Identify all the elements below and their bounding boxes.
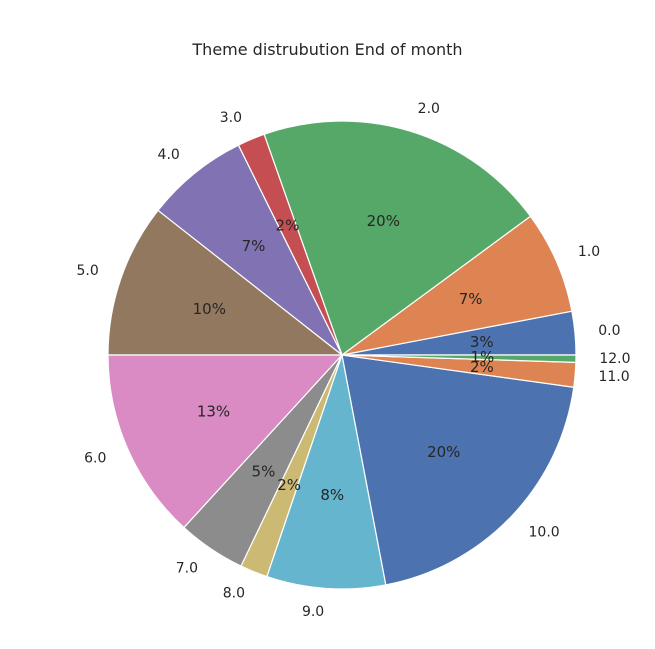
pie-category-label: 4.0: [158, 147, 180, 163]
pie-category-label: 7.0: [176, 560, 198, 576]
pie-slice-12-0: [341, 354, 577, 363]
pie-percent-label: 2%: [277, 476, 301, 494]
pie-slice-1-0: [341, 215, 573, 356]
pie-percent-label: 8%: [320, 486, 344, 504]
pie-percent-label: 3%: [470, 333, 494, 351]
pie-category-labels: 0.0 1.0 2.0 3.0 4.0 5.0 6.0 7.0 8.0 9.0 10.0 11.0 12…: [76, 101, 630, 620]
pie-percent-label: 1%: [470, 348, 494, 366]
pie-slice-10-0: [341, 354, 575, 586]
pie-slice-5-0: [107, 209, 343, 356]
pie-percent-labels: 3%7%20%2%7%10%13%5%2%8%20%2%1%: [193, 212, 495, 504]
pie-percent-label: 7%: [242, 237, 266, 255]
pie-category-label: 5.0: [76, 263, 98, 279]
pie-category-label: 12.0: [599, 351, 630, 367]
pie-category-label: 8.0: [223, 585, 245, 601]
pie-category-label: 6.0: [84, 451, 106, 467]
pie-percent-label: 2%: [276, 217, 300, 235]
pie-slices: [107, 120, 577, 590]
chart-title: Theme distrubution End of month: [192, 40, 463, 59]
pie-percent-label: 13%: [197, 403, 230, 421]
pie-percent-label: 5%: [252, 462, 276, 480]
pie-slice-9-0: [266, 354, 387, 590]
pie-category-label: 11.0: [598, 369, 629, 385]
pie-percent-label: 20%: [427, 443, 460, 461]
pie-slice-4-0: [157, 144, 343, 356]
pie-category-label: 1.0: [578, 244, 600, 260]
pie-category-label: 10.0: [529, 524, 560, 540]
pie-category-label: 3.0: [220, 110, 242, 126]
pie-category-label: 2.0: [418, 101, 440, 117]
pie-percent-label: 7%: [459, 290, 483, 308]
pie-percent-label: 20%: [367, 212, 400, 230]
pie-category-label: 9.0: [302, 604, 324, 620]
pie-percent-label: 10%: [193, 300, 226, 318]
pie-percent-label: 2%: [470, 358, 494, 376]
pie-category-label: 0.0: [598, 323, 620, 339]
pie-slice-6-0: [107, 354, 343, 529]
pie-slice-2-0: [263, 120, 532, 356]
